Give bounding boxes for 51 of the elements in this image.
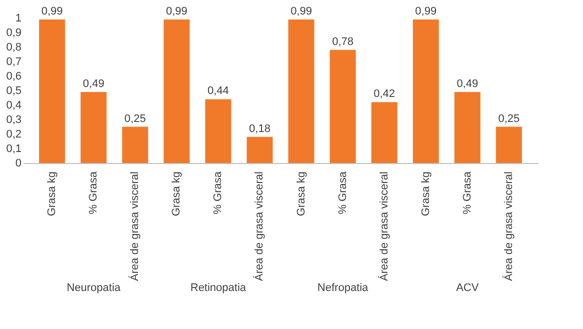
data-label: 0,25	[498, 112, 520, 125]
x-tick-label: Área de grasa visceral	[128, 172, 142, 281]
y-tick-label: 0,1	[6, 143, 22, 155]
bar	[39, 19, 66, 163]
y-tick-label: 0,9	[6, 27, 22, 39]
data-label: 0,25	[124, 112, 146, 125]
x-tick-label: Área de grasa visceral	[377, 172, 390, 281]
data-label: 0,44	[207, 85, 229, 98]
x-tick-label: Grasa kg	[295, 172, 308, 216]
data-label: 0,99	[166, 5, 188, 18]
bar	[80, 92, 107, 163]
text: Neuropatia	[66, 282, 122, 294]
y-tick-label: 0,7	[6, 56, 22, 68]
y-tick-label: 0,4	[6, 100, 22, 112]
x-tick-label: Grasa kg	[46, 172, 58, 216]
data-label: 0,18	[249, 122, 270, 135]
text: Nefropatia	[317, 282, 370, 294]
y-tick-label: 0,3	[6, 114, 22, 126]
data-label: 0,42	[374, 88, 396, 100]
data-label: 0,49	[82, 78, 104, 90]
bar	[371, 102, 398, 163]
data-label: 0,78	[332, 36, 354, 48]
bar	[164, 19, 190, 163]
y-tick-label: 0,2	[6, 128, 22, 140]
y-tick-label: 0,5	[6, 85, 22, 97]
y-tick-label: 0	[15, 158, 22, 170]
bar	[496, 126, 522, 163]
y-tick-label: 1	[15, 12, 22, 24]
data-label: 0,99	[41, 5, 63, 18]
x-tick-label: Área de grasa visceral	[252, 172, 266, 281]
x-tick-label: Grasa kg	[420, 172, 432, 216]
bar	[122, 126, 148, 163]
x-tick-label: Área de grasa visceral	[502, 172, 515, 281]
text: ACV	[456, 282, 480, 294]
bar	[412, 19, 439, 163]
x-tick-label: % Grasa	[88, 170, 100, 214]
bar	[330, 50, 356, 163]
x-tick-label: Grasa kg	[170, 172, 183, 216]
x-tick-label: % Grasa	[212, 170, 224, 214]
x-tick-label: % Grasa	[461, 170, 474, 214]
y-tick-label: 0,6	[6, 70, 22, 82]
bar	[288, 19, 314, 163]
x-tick-label: % Grasa	[336, 170, 349, 214]
data-label: 0,49	[456, 78, 478, 90]
bar	[246, 136, 273, 163]
y-tick-label: 0,8	[6, 42, 22, 54]
bar	[454, 92, 480, 163]
bar	[205, 99, 232, 163]
text: Retinopatia	[190, 282, 247, 294]
data-label: 0,99	[290, 5, 312, 18]
data-label: 0,99	[415, 5, 437, 18]
